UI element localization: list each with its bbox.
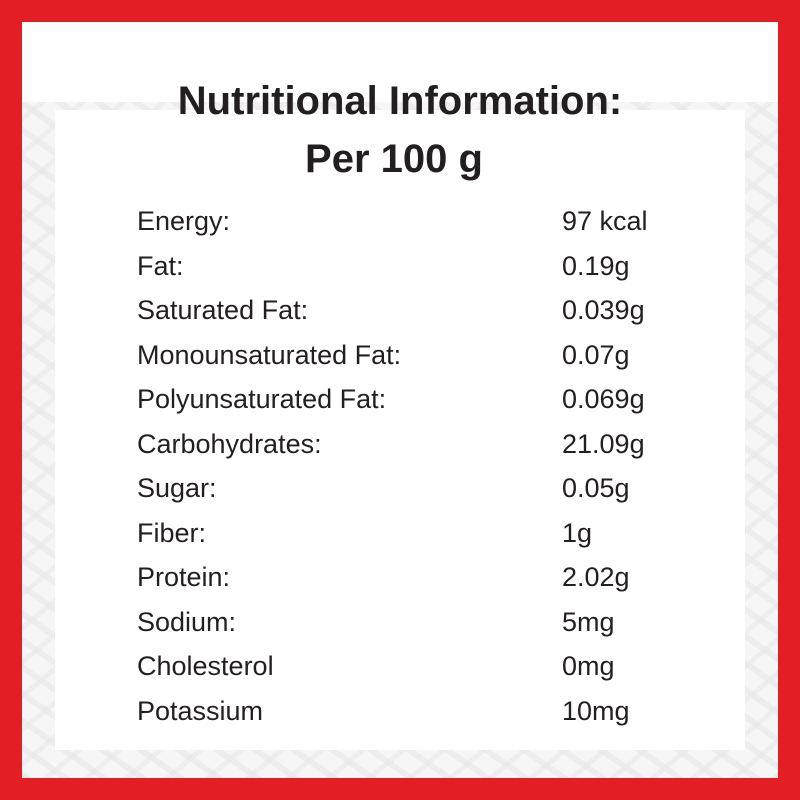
nutrient-value: 97 kcal [562,206,648,236]
nutrient-value: 0.069g [562,384,645,414]
title-line-1: Nutritional Information: [177,79,623,123]
nutrient-label: Potassium [137,695,264,726]
nutrition-panel [55,110,745,750]
nutrient-label: Protein: [137,562,231,592]
nutrition-row: Sugar: 0.05g [137,468,737,508]
title-background [22,22,778,102]
nutrient-label: Fiber: [137,517,207,548]
nutrition-row: Saturated Fat: 0.039g [137,290,737,330]
nutrient-value: 2.02g [562,562,630,592]
nutrition-row: Fiber: 1g [137,513,737,553]
nutrition-row: Potassium 10mg [137,691,737,731]
nutrition-row: Polyunsaturated Fat: 0.069g [137,379,737,419]
nutrition-row: Energy: 97 kcal [137,201,737,241]
nutrient-value: 10mg [562,695,630,726]
nutrient-label: Monounsaturated Fat: [137,339,402,370]
nutrition-row: Monounsaturated Fat: 0.07g [137,335,737,375]
nutrient-label: Fat: [137,250,184,281]
nutrition-row: Protein: 2.02g [137,557,737,597]
nutrition-row: Fat: 0.19g [137,246,737,286]
nutrient-value: 0.07g [562,339,630,370]
nutrient-value: 0.19g [562,250,630,281]
nutrient-label: Saturated Fat: [137,295,309,325]
nutrient-label: Polyunsaturated Fat: [137,384,387,414]
nutrient-label: Cholesterol [137,651,274,681]
nutrient-label: Carbohydrates: [137,428,322,459]
nutrient-value: 21.09g [562,428,645,459]
nutrient-value: 0.039g [562,295,645,325]
nutrient-label: Sugar: [137,473,217,503]
nutrient-value: 5mg [562,606,615,637]
nutrient-value: 0mg [562,651,615,681]
nutrient-value: 1g [562,517,593,548]
nutrient-value: 0.05g [562,473,630,503]
nutrition-row: Sodium: 5mg [137,602,737,642]
title-line-2: Per 100 g [305,137,483,181]
nutrition-row: Cholesterol 0mg [137,646,737,686]
nutrient-label: Sodium: [137,606,237,637]
nutrition-row: Carbohydrates: 21.09g [137,424,737,464]
nutrient-label: Energy: [137,206,231,236]
